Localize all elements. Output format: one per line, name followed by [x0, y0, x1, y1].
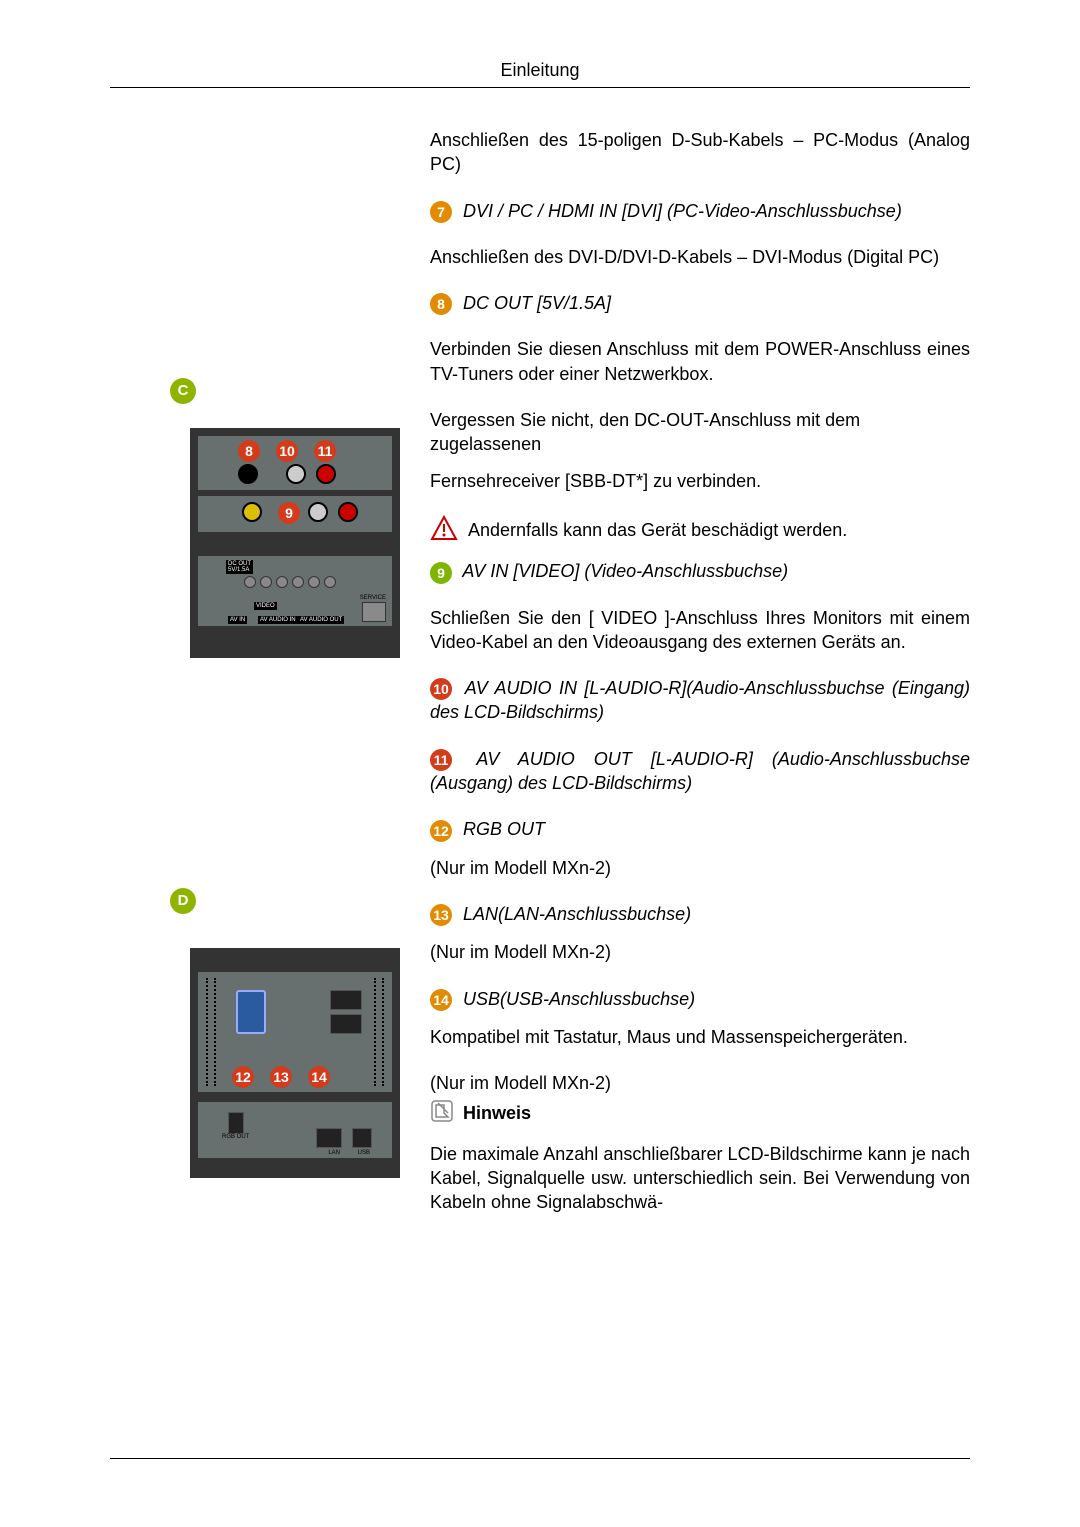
paragraph: Schließen Sie den [ VIDEO ]-Anschluss Ih… [430, 606, 970, 655]
port-icon [238, 464, 258, 484]
port-icon [260, 576, 272, 588]
page: Einleitung C 8 10 11 [0, 0, 1080, 1527]
diagram-label: VIDEO [254, 602, 277, 610]
diagram-label: AV IN [228, 616, 247, 624]
item-8-text: DC OUT [5V/1.5A] [463, 293, 611, 313]
port-icon [338, 502, 358, 522]
diagram-d-badges: 12 13 14 [232, 1066, 336, 1088]
diagram-c-ports-row1 [238, 464, 336, 484]
note-label: Hinweis [463, 1103, 531, 1123]
item-7: 7 DVI / PC / HDMI IN [DVI] (PC-Video-Ans… [430, 199, 970, 223]
usb-port-icon [228, 1112, 244, 1134]
diagram-d: 12 13 14 RGB OUT LAN USB [190, 948, 400, 1178]
item-14: 14 USB(USB-Anschlussbuchse) [430, 987, 970, 1011]
slot-icon [316, 1128, 342, 1148]
item-10-text: AV AUDIO IN [L-AUDIO-R](Audio-Ans­chluss… [430, 678, 970, 722]
badge-14-icon: 14 [308, 1066, 330, 1088]
warning-text: Andernfalls kann das Gerät beschädigt we… [468, 520, 847, 540]
warning-line: Andernfalls kann das Gerät beschädigt we… [430, 515, 970, 547]
note-icon [430, 1099, 454, 1129]
badge-10-icon: 10 [430, 678, 452, 700]
paragraph: Kompatibel mit Tastatur, Maus und Mas­se… [430, 1025, 970, 1049]
left-column: C 8 10 11 [110, 128, 400, 1215]
diagram-d-row2: RGB OUT LAN USB [198, 1102, 392, 1158]
paragraph: (Nur im Modell MXn-2) [430, 1071, 970, 1095]
diagram-c-row1: 8 10 11 [198, 436, 392, 490]
note-heading: Hinweis [430, 1099, 970, 1129]
paragraph: (Nur im Modell MXn-2) [430, 856, 970, 880]
port-icon [308, 576, 320, 588]
diagram-label: RGB OUT [222, 1134, 249, 1140]
badge-7-icon: 7 [430, 201, 452, 223]
badge-11-icon: 11 [314, 440, 336, 462]
rj-port-icon [330, 990, 362, 1010]
diagram-label: AV AUDIO IN [258, 616, 298, 624]
badge-12-icon: 12 [232, 1066, 254, 1088]
diagram-c-row3: DC OUT 5V/1.5A AV IN VIDEO AV AUDIO IN A… [198, 556, 392, 626]
port-icon [308, 502, 328, 522]
footer-rule [110, 1458, 970, 1459]
port-icon [244, 576, 256, 588]
content: C 8 10 11 [110, 128, 970, 1215]
diagram-c: 8 10 11 9 [190, 428, 400, 658]
badge-12-icon: 12 [430, 820, 452, 842]
section-letter-c: C [170, 378, 196, 404]
paragraph: Anschließen des 15-poligen D-Sub-Kabels … [430, 128, 970, 177]
port-icon [316, 464, 336, 484]
port-icon [276, 576, 288, 588]
port-icon [324, 576, 336, 588]
port-icon [292, 576, 304, 588]
diagram-label: SERVICE [358, 594, 388, 602]
item-7-text: DVI / PC / HDMI IN [DVI] (PC-Video-Ansch… [463, 201, 902, 221]
badge-10-icon: 10 [276, 440, 298, 462]
diagram-label: LAN [328, 1150, 340, 1156]
badge-9-icon: 9 [278, 502, 300, 524]
item-9-text: AV IN [VIDEO] (Video-Anschluss­buchse) [462, 561, 788, 581]
item-9: 9 AV IN [VIDEO] (Video-Anschluss­buchse) [430, 559, 970, 583]
item-10: 10 AV AUDIO IN [L-AUDIO-R](Audio-Ans­chl… [430, 676, 970, 725]
paragraph: Verbinden Sie diesen Anschluss mit dem P… [430, 337, 970, 386]
diagram-label: AV AUDIO OUT [298, 616, 344, 624]
item-12-text: RGB OUT [463, 819, 545, 839]
badge-13-icon: 13 [430, 904, 452, 926]
badge-9-icon: 9 [430, 562, 452, 584]
item-8: 8 DC OUT [5V/1.5A] [430, 291, 970, 315]
badge-14-icon: 14 [430, 989, 452, 1011]
header-rule [110, 87, 970, 88]
item-11-text: AV AUDIO OUT [L-AUDIO-R] (Audio-Anschlus… [430, 749, 970, 793]
diagram-label: USB [358, 1150, 370, 1156]
right-column: Anschließen des 15-poligen D-Sub-Kabels … [400, 128, 970, 1215]
diagram-c-top-badges: 8 10 11 [238, 440, 342, 462]
badge-13-icon: 13 [270, 1066, 292, 1088]
service-port-icon [362, 602, 386, 622]
badge-8-icon: 8 [430, 293, 452, 315]
paragraph: Fernsehreceiver [SBB-DT*] zu verbinden. [430, 469, 970, 493]
badge-8-icon: 8 [238, 440, 260, 462]
diagram-c-mini-ports [244, 576, 336, 588]
item-13-text: LAN(LAN-Anschlussbuchse) [463, 904, 691, 924]
page-header: Einleitung [110, 60, 970, 81]
item-14-text: USB(USB-Anschlussbuchse) [463, 989, 695, 1009]
paragraph: (Nur im Modell MXn-2) [430, 940, 970, 964]
port-icon [242, 502, 262, 522]
diagram-label: DC OUT 5V/1.5A [226, 560, 253, 574]
slot-icon [352, 1128, 372, 1148]
rj-port-icon [330, 1014, 362, 1034]
diagram-d-panel: 12 13 14 [198, 972, 392, 1092]
item-13: 13 LAN(LAN-Anschlussbuchse) [430, 902, 970, 926]
badge-11-icon: 11 [430, 749, 452, 771]
item-12: 12 RGB OUT [430, 817, 970, 841]
paragraph: Anschließen des DVI-D/DVI-D-Kabels – DVI… [430, 245, 970, 269]
diagram-c-row2: 9 [198, 496, 392, 532]
port-icon [286, 464, 306, 484]
warning-icon [430, 515, 458, 547]
paragraph: Vergessen Sie nicht, den DC-OUT-Anschlus… [430, 408, 970, 457]
item-11: 11 AV AUDIO OUT [L-AUDIO-R] (Audio-Ansch… [430, 747, 970, 796]
section-letter-d: D [170, 888, 196, 914]
paragraph: Die maximale Anzahl anschließbarer LCD-B… [430, 1142, 970, 1215]
vga-port-icon [236, 990, 266, 1034]
